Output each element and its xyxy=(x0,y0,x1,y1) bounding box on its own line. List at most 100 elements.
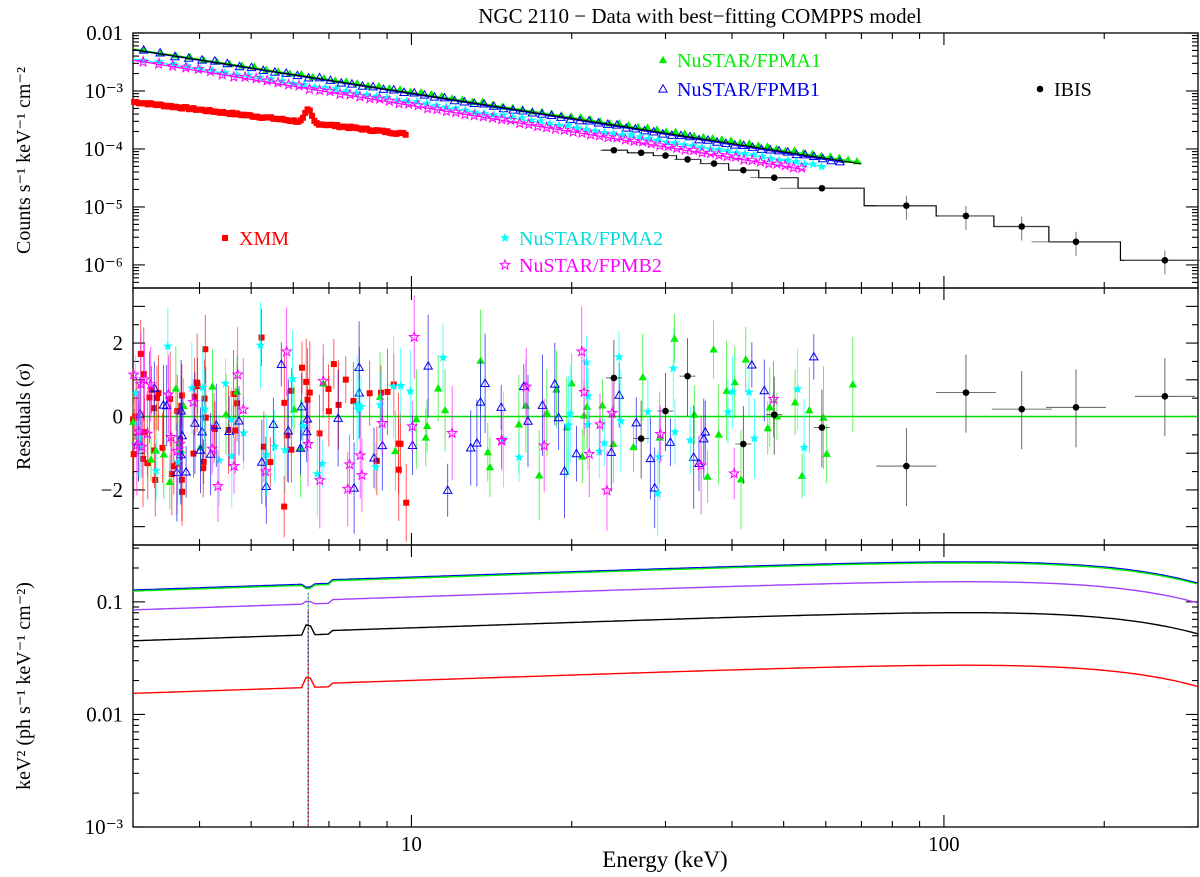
residual-point xyxy=(700,426,711,436)
data-point xyxy=(726,136,736,144)
residual-point xyxy=(685,435,695,445)
residual-points xyxy=(127,295,1198,542)
y-tick-label: 10⁻³ xyxy=(85,79,123,103)
residual-point xyxy=(296,401,307,411)
residual-point xyxy=(741,355,750,363)
legend-label: NuSTAR/FPMA1 xyxy=(677,50,821,72)
residual-point xyxy=(440,405,450,414)
data-point xyxy=(662,152,669,159)
residual-point xyxy=(600,484,614,496)
data-point xyxy=(363,91,376,104)
data-point xyxy=(748,149,759,159)
data-point xyxy=(624,120,633,129)
combined-model xyxy=(132,48,862,165)
residual-point xyxy=(805,405,814,414)
data-point xyxy=(477,110,490,122)
legend-marker xyxy=(657,83,669,93)
data-point xyxy=(204,64,217,77)
residual-point xyxy=(313,473,326,486)
residual-point xyxy=(141,427,154,439)
residual-point xyxy=(690,410,699,418)
residual-point xyxy=(552,385,561,393)
data-point xyxy=(498,110,509,120)
residual-point xyxy=(301,437,315,450)
residual-point xyxy=(135,440,149,452)
data-point xyxy=(216,68,229,80)
data-point xyxy=(138,55,149,65)
data-point xyxy=(392,95,402,105)
residual-point xyxy=(127,368,140,380)
residual-point xyxy=(662,407,669,415)
residual-point xyxy=(284,432,291,439)
data-point xyxy=(670,138,681,147)
data-point xyxy=(770,174,778,181)
residual-point xyxy=(763,423,772,432)
data-point xyxy=(637,149,645,157)
data-point xyxy=(309,112,316,119)
residual-point xyxy=(173,457,183,467)
residual-point xyxy=(520,380,533,392)
residual-point xyxy=(202,414,209,421)
residual-point xyxy=(1018,405,1026,413)
residual-point xyxy=(187,383,197,393)
residual-point xyxy=(559,465,570,475)
residual-point xyxy=(412,414,421,423)
residual-point xyxy=(638,372,647,381)
data-point xyxy=(440,104,453,117)
data-point xyxy=(619,133,632,145)
series-nustar-fpmb2 xyxy=(132,55,808,174)
ibis-model-step xyxy=(601,149,1198,261)
model-curve xyxy=(132,612,1199,642)
residual-point xyxy=(233,415,245,425)
residual-point xyxy=(298,421,308,430)
data-point xyxy=(653,139,666,151)
residual-point xyxy=(221,410,231,418)
legend-label: XMM xyxy=(239,228,289,250)
residual-point xyxy=(565,409,575,419)
residual-point xyxy=(593,418,607,430)
residual-point xyxy=(422,421,432,430)
y-tick-label: 10⁻⁶ xyxy=(84,253,123,277)
data-point xyxy=(763,142,772,150)
residual-point xyxy=(376,416,389,429)
residual-point xyxy=(130,388,141,398)
residual-point xyxy=(645,453,656,463)
residual-point xyxy=(306,389,313,396)
residual-point xyxy=(214,455,224,465)
y-tick-label: 10⁻⁵ xyxy=(84,195,123,219)
data-point xyxy=(731,148,742,158)
data-point xyxy=(800,149,811,159)
data-point xyxy=(599,127,610,137)
data-point xyxy=(504,113,517,126)
residual-point xyxy=(714,430,723,438)
residual-point xyxy=(388,381,399,391)
residual-point xyxy=(736,475,746,483)
data-point xyxy=(383,94,396,107)
residual-point xyxy=(162,388,175,400)
data-point xyxy=(222,58,233,68)
data-point xyxy=(679,140,689,149)
residual-point xyxy=(695,459,708,471)
data-point xyxy=(774,155,784,165)
residual-point xyxy=(269,441,280,451)
model-curve xyxy=(132,562,1199,592)
residual-point xyxy=(408,330,421,343)
data-point xyxy=(697,142,707,152)
residual-point xyxy=(371,462,381,472)
residual-point xyxy=(614,389,625,399)
residual-point xyxy=(155,390,162,397)
residual-point xyxy=(165,477,175,485)
data-point xyxy=(250,72,263,84)
residual-point xyxy=(480,378,491,388)
data-point xyxy=(314,72,325,82)
residual-point xyxy=(433,384,443,392)
residual-point xyxy=(299,364,306,371)
residual-point xyxy=(575,345,588,357)
residual-point xyxy=(202,346,209,353)
legend-marker xyxy=(500,233,510,242)
model-curve xyxy=(132,561,1199,591)
residual-point xyxy=(200,458,207,465)
residual-point xyxy=(170,463,177,470)
data-point xyxy=(1072,238,1080,246)
residual-point xyxy=(553,412,564,422)
